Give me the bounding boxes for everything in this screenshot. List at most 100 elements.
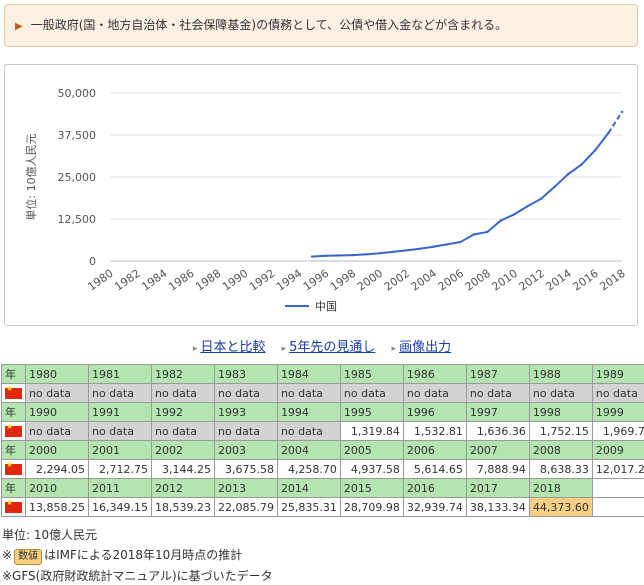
y-tick-label: 25,000 [58,171,97,184]
value-cell: no data [87,421,152,441]
china-flag-icon [5,423,22,437]
china-flag-icon [5,499,22,513]
compare-japan-label[interactable]: 日本と比較 [200,340,266,355]
year-cell: 2018 [528,478,593,498]
five-year-outlook-link[interactable]: ▸ 5年先の見通し [282,340,376,355]
value-cell: no data [339,383,404,403]
value-cell: 4,937.58 [339,459,404,479]
year-cell: 1983 [213,364,278,384]
series-line-china [312,132,610,258]
estimate-note: ※ 数値 はIMFによる2018年10月時点の推計 [2,546,242,565]
data-point [607,131,610,135]
estimate-value-cell: 44,373.60 [528,497,593,517]
data-point [526,204,529,208]
value-cell: 5,614.65 [402,459,467,479]
info-note: ▶ 一般政府(国・地方自治体・社会保障基金)の債務として、公債や借入金などが含まれ… [4,4,638,47]
year-cell: 2000 [25,440,89,460]
x-tick-label: 1986 [166,267,196,294]
value-cell: 28,709.98 [339,497,404,517]
value-cell: no data [465,383,530,403]
value-cell: 3,144.25 [150,459,215,479]
data-point [499,219,502,222]
china-flag-icon [5,385,22,399]
year-row: 年 2000 2001 2002 2003 2004 2005 2006 2007 2008 200… [1,440,644,460]
value-cell: no data [276,421,341,441]
arrow-right-icon: ▸ [281,344,287,354]
x-tick-label: 2014 [543,267,573,294]
data-point [472,233,475,236]
y-tick-label: 0 [89,255,96,268]
year-cell: 1993 [213,402,278,422]
x-tick-label: 2004 [409,267,439,294]
x-tick-label: 1990 [220,267,250,294]
value-cell: no data [213,383,278,403]
row-label: 年 [1,364,26,384]
value-cell: 1,319.84 [339,421,404,441]
value-cell: 12,017.24 [591,459,644,479]
year-cell: 2003 [213,440,278,460]
year-cell: 1980 [25,364,89,384]
data-table: 年 1980 1981 1982 1983 1984 1985 1986 1987 1988 198… [1,364,644,517]
value-cell: 2,294.05 [25,459,89,479]
row-label: 年 [1,440,26,460]
value-cell: 7,888.94 [465,459,530,479]
row-label: 年 [1,478,26,498]
x-tick-label: 2010 [490,267,520,294]
info-note-text: 一般政府(国・地方自治体・社会保障基金)の債務として、公債や借入金などが含まれる… [30,18,508,32]
x-tick-label: 2000 [355,267,385,294]
value-cell: 18,539.23 [150,497,215,517]
image-export-link[interactable]: ▸ 画像出力 [392,340,452,355]
year-cell: 2001 [87,440,152,460]
year-cell: 1984 [276,364,341,384]
year-row: 年 1990 1991 1992 1993 1994 1995 1996 1997 1998 199… [1,402,644,422]
x-tick-label: 2018 [597,267,627,294]
data-point [459,240,462,244]
year-cell: 1981 [87,364,152,384]
year-cell: 1996 [402,402,467,422]
year-row: 年 2010 2011 2012 2013 2014 2015 2016 2017 2018 [1,478,644,498]
value-cell: 13,858.25 [25,497,89,517]
value-cell: 25,835.31 [276,497,341,517]
year-cell: 2002 [150,440,215,460]
year-cell: 1995 [339,402,404,422]
year-cell: 1987 [465,364,530,384]
value-cell: no data [25,383,89,403]
empty-cell [591,497,644,517]
x-tick-label: 2002 [382,267,412,294]
x-tick-label: 1998 [328,267,358,294]
x-tick-label: 1996 [301,267,331,294]
value-cell: 16,349.15 [87,497,152,517]
data-point [391,250,395,254]
year-cell: 1990 [25,402,89,422]
year-cell: 2011 [87,478,152,498]
data-point [310,255,314,258]
data-point [513,213,516,216]
arrow-right-icon: ▸ [192,344,198,354]
image-export-label[interactable]: 画像出力 [399,340,452,355]
legend-label: 中国 [315,300,337,313]
data-point [324,254,327,258]
empty-cell [591,478,644,498]
data-point [593,149,597,152]
year-cell: 1991 [87,402,152,422]
data-point [405,249,408,252]
value-cell: no data [25,421,89,441]
compare-japan-link[interactable]: ▸ 日本と比較 [193,340,266,355]
data-point [378,252,381,255]
data-point [580,163,583,166]
year-cell: 2017 [465,478,530,498]
data-point [553,185,556,188]
estimate-prefix: ※ [2,548,13,562]
year-cell: 2004 [276,440,341,460]
year-cell: 1988 [528,364,593,384]
x-tick-label: 2012 [516,267,546,294]
data-point [337,254,341,257]
five-year-outlook-label[interactable]: 5年先の見通し [289,340,376,355]
data-point [445,243,449,246]
value-cell: no data [591,383,644,403]
year-cell: 2015 [339,478,404,498]
flag-cell [1,383,26,403]
china-flag-icon [5,461,22,475]
